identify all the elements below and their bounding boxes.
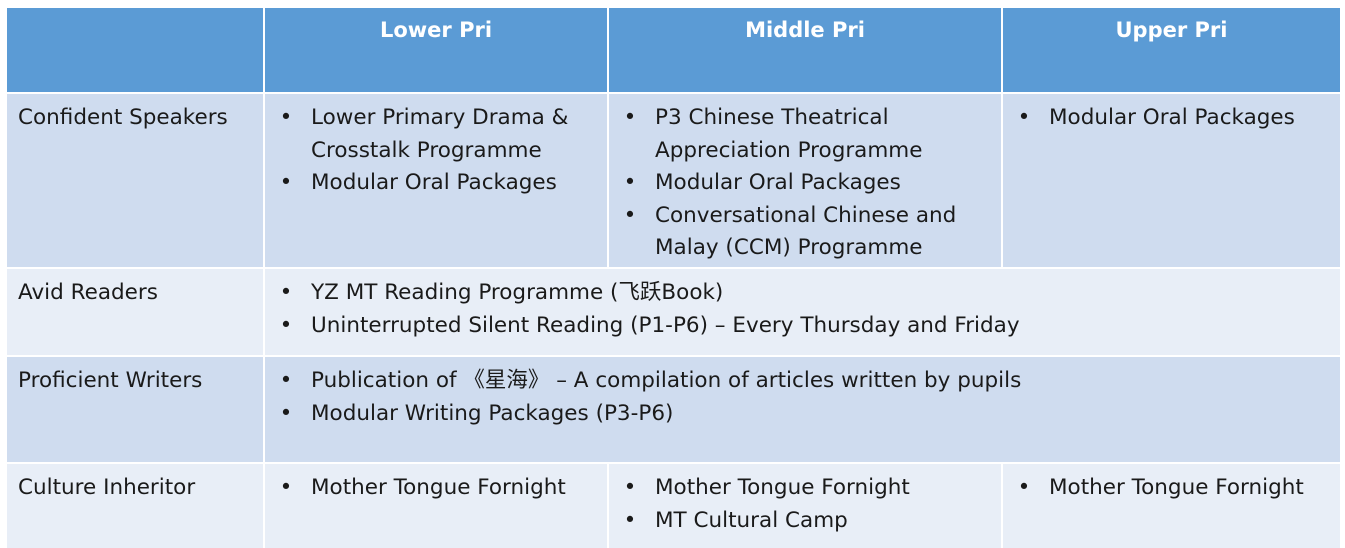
item-text: MT Cultural Camp: [655, 507, 848, 533]
list-item: • Mother Tongue Fornight: [276, 472, 599, 505]
bullet-list: • P3 Chinese Theatrical Appreciation Prog…: [620, 102, 993, 265]
list-item: • Mother Tongue Fornight: [1014, 472, 1332, 505]
list-item: • Lower Primary Drama & Crosstalk Program…: [276, 102, 599, 167]
top-strip: [0, 0, 1345, 6]
item-text: Modular Oral Packages: [1049, 105, 1295, 130]
list-item: • Uninterrupted Silent Reading (P1-P6) – …: [276, 310, 1332, 343]
list-item: • Modular Oral Packages: [276, 167, 599, 200]
cell-all-levels: • Publication of 《星海》 – A compilation of …: [263, 355, 1342, 464]
cell-middle: • Mother Tongue Fornight • MT Cultural Cam…: [607, 462, 1003, 548]
cell-upper: • Modular Oral Packages: [1001, 92, 1342, 269]
cell-all-levels: • YZ MT Reading Programme (飞跃Book) • Unint…: [263, 267, 1342, 357]
item-text: YZ MT Reading Programme (飞跃Book): [311, 280, 724, 305]
bullet-icon: •: [279, 312, 293, 338]
header-row: Lower Pri Middle Pri Upper Pri: [5, 6, 1342, 94]
row-label: Avid Readers: [5, 267, 265, 357]
bullet-icon: •: [623, 507, 637, 533]
programme-table: Lower Pri Middle Pri Upper Pri Confident…: [5, 6, 1342, 548]
bullet-icon: •: [279, 105, 293, 130]
list-item: • Modular Oral Packages: [1014, 102, 1332, 135]
bullet-icon: •: [623, 170, 637, 195]
header-upper-pri: Upper Pri: [1001, 6, 1342, 94]
row-label: Proficient Writers: [5, 355, 265, 464]
bullet-icon: •: [279, 280, 293, 305]
row-label: Confident Speakers: [5, 92, 265, 269]
bullet-icon: •: [1017, 105, 1031, 130]
item-text: Modular Oral Packages: [311, 170, 557, 195]
header-middle-pri: Middle Pri: [607, 6, 1003, 94]
list-item: • Mother Tongue Fornight: [620, 472, 993, 505]
item-text: Mother Tongue Fornight: [655, 475, 910, 500]
list-item: • Modular Writing Packages (P3-P6): [276, 398, 1332, 431]
item-text: Lower Primary Drama & Crosstalk Programm…: [311, 105, 569, 163]
bullet-list: • Mother Tongue Fornight: [276, 472, 599, 505]
table-row: Proficient Writers • Publication of 《星海》 …: [5, 355, 1342, 464]
item-text: Mother Tongue Fornight: [311, 475, 566, 500]
table-row: Culture Inheritor • Mother Tongue Fornigh…: [5, 462, 1342, 548]
bullet-icon: •: [623, 202, 637, 228]
header-lower-pri: Lower Pri: [263, 6, 609, 94]
bullet-list: • Mother Tongue Fornight: [1014, 472, 1332, 505]
item-text: Conversational Chinese and Malay (CCM) P…: [655, 202, 957, 261]
table-row: Avid Readers • YZ MT Reading Programme (飞…: [5, 267, 1342, 357]
bullet-icon: •: [279, 170, 293, 195]
item-text: Uninterrupted Silent Reading (P1-P6) – E…: [311, 312, 1020, 338]
item-text: Modular Writing Packages (P3-P6): [311, 400, 674, 426]
cell-lower: • Mother Tongue Fornight: [263, 462, 609, 548]
list-item: • Modular Oral Packages: [620, 167, 993, 200]
row-label: Culture Inheritor: [5, 462, 265, 548]
bullet-icon: •: [279, 475, 293, 500]
item-text: Publication of 《星海》 – A compilation of a…: [311, 368, 1022, 393]
cell-lower: • Lower Primary Drama & Crosstalk Program…: [263, 92, 609, 269]
list-item: • P3 Chinese Theatrical Appreciation Prog…: [620, 102, 993, 167]
header-blank: [5, 6, 265, 94]
bullet-icon: •: [623, 105, 637, 130]
bullet-list: • YZ MT Reading Programme (飞跃Book) • Unint…: [276, 277, 1332, 342]
item-text: Modular Oral Packages: [655, 170, 901, 195]
table-row: Confident Speakers • Lower Primary Drama …: [5, 92, 1342, 269]
cell-upper: • Mother Tongue Fornight: [1001, 462, 1342, 548]
item-text: Mother Tongue Fornight: [1049, 475, 1304, 500]
list-item: • Conversational Chinese and Malay (CCM) …: [620, 200, 993, 265]
bullet-icon: •: [623, 475, 637, 500]
bullet-icon: •: [279, 368, 293, 393]
list-item: • Publication of 《星海》 – A compilation of …: [276, 365, 1332, 398]
bullet-icon: •: [1017, 475, 1031, 500]
bullet-list: • Mother Tongue Fornight • MT Cultural Cam…: [620, 472, 993, 537]
cell-middle: • P3 Chinese Theatrical Appreciation Prog…: [607, 92, 1003, 269]
bullet-list: • Publication of 《星海》 – A compilation of …: [276, 365, 1332, 430]
bullet-list: • Modular Oral Packages: [1014, 102, 1332, 135]
list-item: • YZ MT Reading Programme (飞跃Book): [276, 277, 1332, 310]
bullet-icon: •: [279, 400, 293, 426]
list-item: • MT Cultural Camp: [620, 505, 993, 538]
bullet-list: • Lower Primary Drama & Crosstalk Program…: [276, 102, 599, 200]
item-text: P3 Chinese Theatrical Appreciation Progr…: [655, 105, 923, 163]
